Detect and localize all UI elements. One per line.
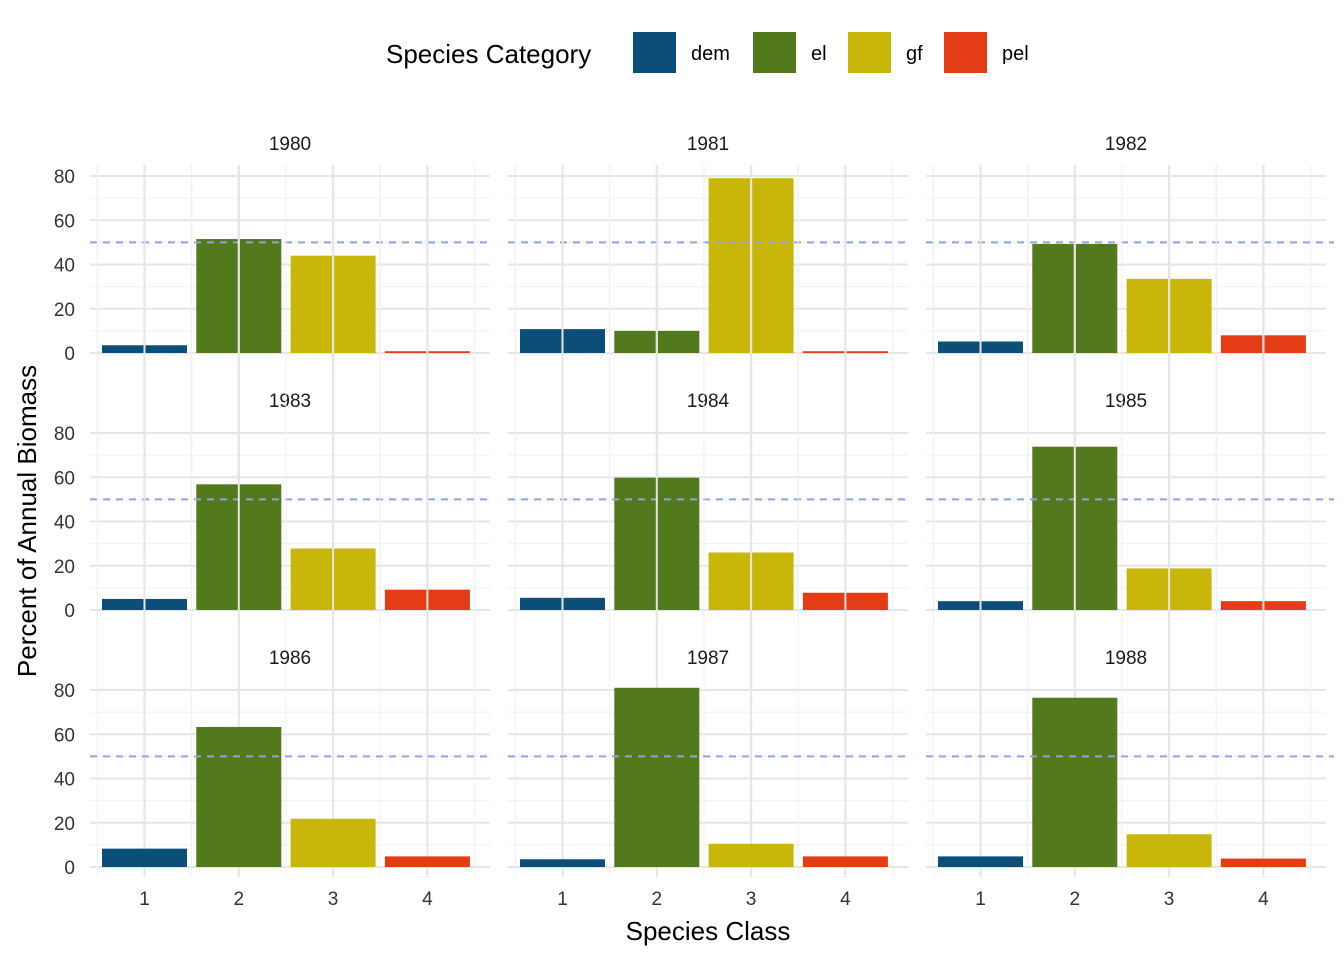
bar-1986-4 (384, 856, 470, 867)
legend-label-el: el (811, 43, 827, 65)
facet-panel-1985: 1985 (926, 165, 1334, 620)
facet-panel-1983: 1983 0 20 40 60 80 (54, 165, 490, 622)
facet-panel-1982: 1982 (926, 134, 1334, 363)
y-tick-label: 0 (64, 858, 75, 879)
x-tick-label: 4 (1258, 889, 1269, 910)
y-tick-label: 40 (54, 256, 75, 277)
x-tick-label: 2 (234, 889, 245, 910)
y-tick-label: 40 (54, 513, 75, 534)
bar-1986-2 (196, 726, 282, 867)
legend-label-gf: gf (906, 43, 923, 65)
y-tick-label: 60 (54, 725, 75, 746)
bar-1986-3 (290, 818, 376, 867)
bar-1986-1 (102, 848, 187, 867)
y-tick-label: 20 (54, 814, 75, 835)
x-tick-label: 3 (328, 889, 339, 910)
bar-1988-3 (1126, 834, 1212, 867)
y-tick-label: 60 (54, 468, 75, 489)
y-tick-label: 80 (54, 681, 75, 702)
x-tick-label: 1 (975, 889, 986, 910)
bar-1987-1 (520, 859, 605, 867)
x-tick-label: 2 (1070, 889, 1081, 910)
bar-1988-1 (938, 856, 1023, 867)
y-tick-label: 80 (54, 424, 75, 445)
facet-panel-1988: 1988 1 2 3 4 (926, 165, 1334, 910)
facet-title: 1988 (1105, 648, 1147, 669)
x-tick-label: 3 (1164, 889, 1175, 910)
facet-title: 1982 (1105, 134, 1147, 155)
legend-title: Species Category (386, 39, 591, 69)
bar-1988-4 (1220, 858, 1306, 867)
bar-1987-3 (708, 843, 794, 867)
facet-title: 1981 (687, 134, 729, 155)
y-tick-label: 60 (54, 211, 75, 232)
y-tick-label: 20 (54, 557, 75, 578)
legend-swatch-pel (944, 32, 987, 73)
legend-label-dem: dem (691, 43, 730, 65)
x-tick-label: 3 (746, 889, 757, 910)
facet-panel-1986: 1986 0 20 40 60 80 1 2 3 4 (54, 165, 490, 910)
legend-item-pel: pel (944, 32, 1029, 73)
facet-panel-1984: 1984 (508, 165, 908, 620)
facet-panel-1987: 1987 1 2 3 4 (508, 165, 908, 910)
facet-title: 1987 (687, 648, 729, 669)
x-axis-title: Species Class (626, 916, 791, 946)
facet-title: 1985 (1105, 391, 1147, 412)
legend-item-el: el (753, 32, 827, 73)
facet-panel-1980: 1980 0 20 40 60 80 (54, 134, 490, 365)
facet-panel-1981: 1981 (508, 134, 908, 363)
facet-title: 1984 (687, 391, 730, 412)
legend-swatch-el (753, 32, 796, 73)
x-tick-label: 2 (652, 889, 663, 910)
legend-label-pel: pel (1002, 43, 1029, 65)
y-tick-label: 0 (64, 601, 75, 622)
bar-1987-4 (802, 856, 888, 867)
y-tick-label: 20 (54, 300, 75, 321)
y-tick-label: 40 (54, 770, 75, 791)
y-axis-title: Percent of Annual Biomass (12, 365, 42, 677)
bar-1988-2 (1032, 697, 1118, 867)
x-tick-label: 1 (139, 889, 150, 910)
facet-title: 1986 (269, 648, 311, 669)
legend-item-dem: dem (633, 32, 730, 73)
y-tick-label: 0 (64, 344, 75, 365)
x-tick-label: 1 (557, 889, 568, 910)
x-tick-label: 4 (422, 889, 433, 910)
legend-swatch-gf (848, 32, 891, 73)
x-tick-label: 4 (840, 889, 851, 910)
bar-1987-2 (614, 687, 700, 867)
y-tick-label: 80 (54, 167, 75, 188)
legend-item-gf: gf (848, 32, 923, 73)
facet-title: 1983 (269, 391, 311, 412)
facet-title: 1980 (269, 134, 311, 155)
legend: Species Category dem el gf pel (386, 32, 1029, 73)
legend-swatch-dem (633, 32, 676, 73)
